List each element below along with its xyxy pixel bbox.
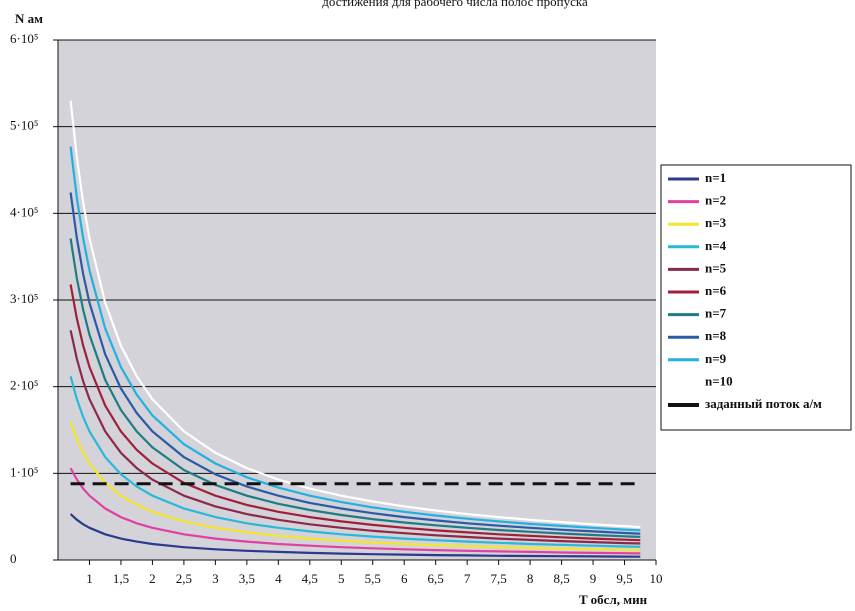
y-tick-label-4: 4·10⁵: [10, 204, 38, 219]
y-tick-labels: 0 1·10⁵ 2·10⁵ 3·10⁵ 4·10⁵ 5·10⁵ 6·10⁵: [10, 31, 38, 566]
y-tick-label-3: 3·10⁵: [10, 291, 38, 306]
x-tick-label-11: 6,5: [428, 571, 444, 586]
x-tick-label-12: 7: [464, 571, 471, 586]
legend-label-6: n=6: [705, 283, 727, 298]
legend-label-11: заданный поток а/м: [705, 396, 822, 411]
x-tick-label-17: 9,5: [616, 571, 632, 586]
series-line-6: [69, 284, 641, 542]
series-line-8: [69, 192, 641, 535]
x-tick-label-4: 3: [212, 571, 219, 586]
y-tick-label-5: 5·10⁵: [10, 118, 38, 133]
y-axis-title: N ам: [15, 11, 43, 26]
x-tick-label-7: 4,5: [302, 571, 318, 586]
x-tick-label-16: 9: [590, 571, 597, 586]
legend-label-3: n=3: [705, 215, 727, 230]
x-tick-label-2: 2: [149, 571, 156, 586]
x-tick-label-8: 5: [338, 571, 345, 586]
x-tick-label-13: 7,5: [491, 571, 507, 586]
y-tick-label-6: 6·10⁵: [10, 31, 38, 46]
series-line-5: [69, 330, 641, 545]
x-tick-label-14: 8: [527, 571, 534, 586]
series-line-2: [69, 467, 641, 555]
series-line-3: [69, 421, 641, 552]
legend-label-1: n=1: [705, 170, 726, 185]
x-tick-label-10: 6: [401, 571, 408, 586]
y-tick-label-1: 1·10⁵: [10, 464, 38, 479]
y-tick-label-2: 2·10⁵: [10, 378, 38, 393]
legend-label-8: n=8: [705, 328, 727, 343]
axes: [53, 39, 657, 565]
grid-lines: [58, 39, 656, 474]
series-line-7: [69, 238, 641, 538]
legend-label-9: n=9: [705, 351, 727, 366]
x-tick-label-15: 8,5: [553, 571, 569, 586]
legend-box: [660, 164, 852, 431]
series-lines: [69, 100, 641, 558]
series-line-1: [69, 513, 641, 558]
legend: n=1 n=2 n=3 n=4 n=5 n=6 n=7 n=8 n=9 n=10 заданный …: [660, 164, 852, 431]
x-tick-label-6: 4: [275, 571, 282, 586]
x-axis-title: T обсл, мин: [579, 592, 648, 607]
x-tick-labels: 1 1,5 2 2,5 3 3,5 4 4,5 5 5,5 6 6,5 7 7,5 8 8,5 9 9,5 10: [86, 571, 662, 586]
series-line-9: [69, 146, 641, 532]
legend-label-2: n=2: [705, 193, 726, 208]
legend-label-10: n=10: [705, 373, 733, 388]
x-tick-label-18: 10: [650, 571, 663, 586]
x-tick-label-5: 3,5: [239, 571, 255, 586]
x-tick-label-9: 5,5: [365, 571, 381, 586]
y-tick-label-0: 0: [10, 551, 17, 566]
series-line-4: [69, 376, 641, 548]
chart-title: достижения для рабочего числа полос проп…: [322, 0, 588, 9]
x-tick-label-1: 1,5: [113, 571, 129, 586]
legend-label-7: n=7: [705, 306, 727, 321]
x-tick-label-3: 2,5: [176, 571, 192, 586]
legend-label-4: n=4: [705, 238, 727, 253]
x-tick-label-0: 1: [86, 571, 93, 586]
legend-label-5: n=5: [705, 260, 727, 275]
